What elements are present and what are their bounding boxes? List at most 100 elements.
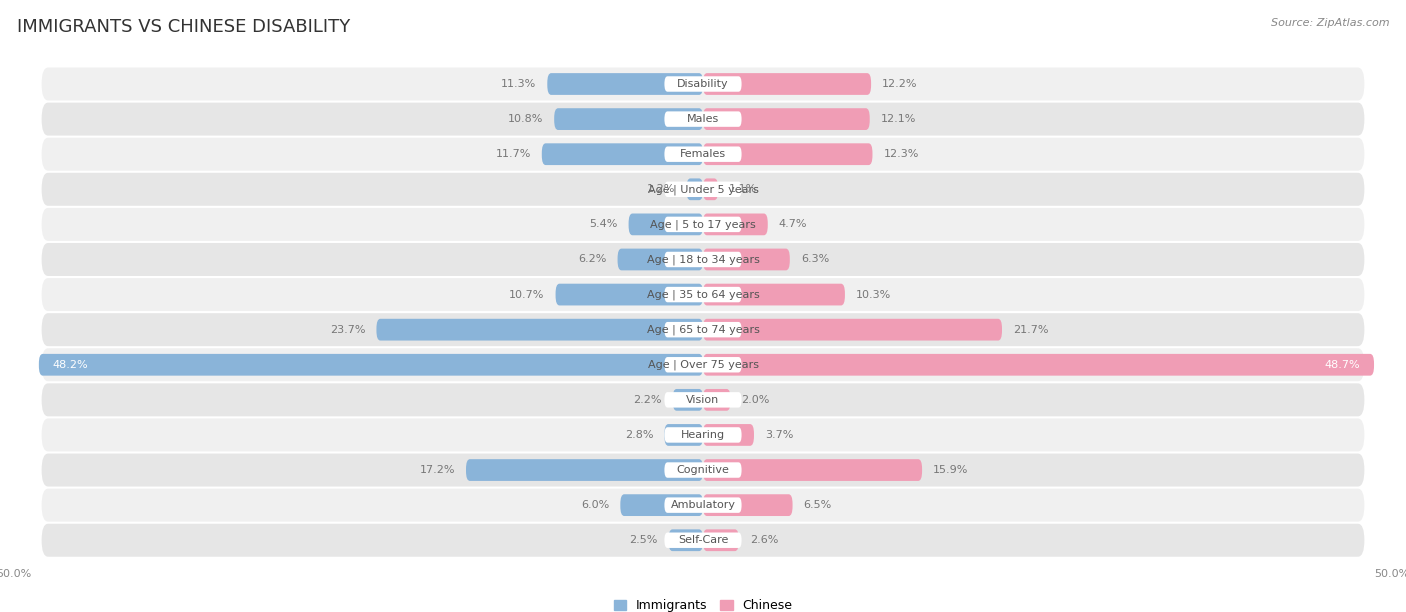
FancyBboxPatch shape <box>42 453 1364 487</box>
FancyBboxPatch shape <box>665 392 741 408</box>
FancyBboxPatch shape <box>42 524 1364 557</box>
Text: 10.3%: 10.3% <box>856 289 891 299</box>
FancyBboxPatch shape <box>39 354 703 376</box>
Text: 2.2%: 2.2% <box>633 395 662 405</box>
FancyBboxPatch shape <box>703 529 738 551</box>
FancyBboxPatch shape <box>703 73 872 95</box>
Text: 2.5%: 2.5% <box>628 536 658 545</box>
FancyBboxPatch shape <box>703 494 793 516</box>
FancyBboxPatch shape <box>665 146 741 162</box>
FancyBboxPatch shape <box>465 459 703 481</box>
FancyBboxPatch shape <box>665 462 741 478</box>
Text: 2.8%: 2.8% <box>624 430 654 440</box>
Text: 4.7%: 4.7% <box>779 219 807 230</box>
FancyBboxPatch shape <box>42 173 1364 206</box>
FancyBboxPatch shape <box>547 73 703 95</box>
FancyBboxPatch shape <box>377 319 703 340</box>
FancyBboxPatch shape <box>665 111 741 127</box>
Text: 12.2%: 12.2% <box>882 79 918 89</box>
FancyBboxPatch shape <box>665 498 741 513</box>
FancyBboxPatch shape <box>665 532 741 548</box>
Text: 11.3%: 11.3% <box>501 79 536 89</box>
Text: Vision: Vision <box>686 395 720 405</box>
Text: Self-Care: Self-Care <box>678 536 728 545</box>
FancyBboxPatch shape <box>665 252 741 267</box>
FancyBboxPatch shape <box>541 143 703 165</box>
FancyBboxPatch shape <box>703 389 731 411</box>
FancyBboxPatch shape <box>42 138 1364 171</box>
FancyBboxPatch shape <box>686 179 703 200</box>
Text: 17.2%: 17.2% <box>419 465 456 475</box>
FancyBboxPatch shape <box>665 424 703 446</box>
Text: 48.2%: 48.2% <box>52 360 89 370</box>
FancyBboxPatch shape <box>665 76 741 92</box>
Text: 1.1%: 1.1% <box>730 184 758 194</box>
Legend: Immigrants, Chinese: Immigrants, Chinese <box>609 594 797 612</box>
Text: Ambulatory: Ambulatory <box>671 500 735 510</box>
Text: 23.7%: 23.7% <box>330 325 366 335</box>
Text: 1.2%: 1.2% <box>647 184 675 194</box>
FancyBboxPatch shape <box>42 313 1364 346</box>
FancyBboxPatch shape <box>42 103 1364 136</box>
Text: 21.7%: 21.7% <box>1012 325 1049 335</box>
Text: 3.7%: 3.7% <box>765 430 793 440</box>
FancyBboxPatch shape <box>42 243 1364 276</box>
FancyBboxPatch shape <box>42 488 1364 521</box>
FancyBboxPatch shape <box>703 179 718 200</box>
Text: 48.7%: 48.7% <box>1324 360 1360 370</box>
FancyBboxPatch shape <box>703 214 768 235</box>
Text: Age | 5 to 17 years: Age | 5 to 17 years <box>650 219 756 230</box>
FancyBboxPatch shape <box>665 427 741 442</box>
FancyBboxPatch shape <box>617 248 703 271</box>
FancyBboxPatch shape <box>665 217 741 232</box>
FancyBboxPatch shape <box>703 143 873 165</box>
Text: 6.5%: 6.5% <box>804 500 832 510</box>
FancyBboxPatch shape <box>665 357 741 373</box>
FancyBboxPatch shape <box>628 214 703 235</box>
FancyBboxPatch shape <box>620 494 703 516</box>
Text: Age | Under 5 years: Age | Under 5 years <box>648 184 758 195</box>
Text: Hearing: Hearing <box>681 430 725 440</box>
FancyBboxPatch shape <box>42 383 1364 416</box>
Text: Age | 65 to 74 years: Age | 65 to 74 years <box>647 324 759 335</box>
FancyBboxPatch shape <box>42 348 1364 381</box>
Text: Age | Over 75 years: Age | Over 75 years <box>648 359 758 370</box>
Text: 2.6%: 2.6% <box>749 536 779 545</box>
Text: 10.7%: 10.7% <box>509 289 544 299</box>
Text: IMMIGRANTS VS CHINESE DISABILITY: IMMIGRANTS VS CHINESE DISABILITY <box>17 18 350 36</box>
FancyBboxPatch shape <box>42 278 1364 311</box>
Text: 12.1%: 12.1% <box>880 114 917 124</box>
FancyBboxPatch shape <box>665 182 741 197</box>
FancyBboxPatch shape <box>42 208 1364 241</box>
Text: Age | 35 to 64 years: Age | 35 to 64 years <box>647 289 759 300</box>
FancyBboxPatch shape <box>703 284 845 305</box>
Text: 15.9%: 15.9% <box>934 465 969 475</box>
FancyBboxPatch shape <box>669 529 703 551</box>
FancyBboxPatch shape <box>703 319 1002 340</box>
Text: Source: ZipAtlas.com: Source: ZipAtlas.com <box>1271 18 1389 28</box>
FancyBboxPatch shape <box>42 419 1364 452</box>
FancyBboxPatch shape <box>672 389 703 411</box>
FancyBboxPatch shape <box>665 287 741 302</box>
FancyBboxPatch shape <box>703 354 1374 376</box>
Text: 11.7%: 11.7% <box>495 149 531 159</box>
Text: 6.3%: 6.3% <box>801 255 830 264</box>
FancyBboxPatch shape <box>703 424 754 446</box>
FancyBboxPatch shape <box>42 67 1364 100</box>
FancyBboxPatch shape <box>703 459 922 481</box>
Text: 5.4%: 5.4% <box>589 219 617 230</box>
FancyBboxPatch shape <box>665 322 741 337</box>
FancyBboxPatch shape <box>555 284 703 305</box>
Text: Age | 18 to 34 years: Age | 18 to 34 years <box>647 254 759 265</box>
FancyBboxPatch shape <box>703 108 870 130</box>
FancyBboxPatch shape <box>554 108 703 130</box>
Text: Disability: Disability <box>678 79 728 89</box>
Text: 6.2%: 6.2% <box>578 255 606 264</box>
Text: 10.8%: 10.8% <box>508 114 543 124</box>
Text: Females: Females <box>681 149 725 159</box>
Text: Males: Males <box>688 114 718 124</box>
Text: 12.3%: 12.3% <box>883 149 920 159</box>
FancyBboxPatch shape <box>703 248 790 271</box>
Text: Cognitive: Cognitive <box>676 465 730 475</box>
Text: 6.0%: 6.0% <box>581 500 609 510</box>
